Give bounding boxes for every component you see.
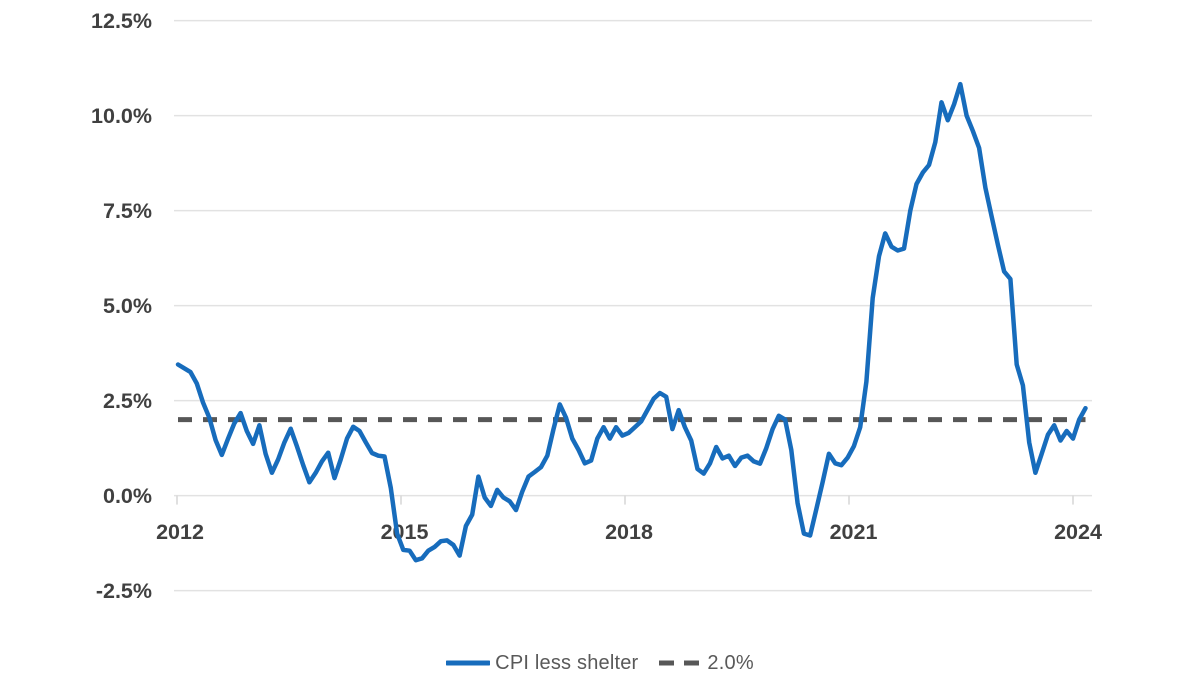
- legend-item-cpi-less-shelter: CPI less shelter: [446, 652, 638, 675]
- cpi-less-shelter-series-line: [175, 81, 1088, 563]
- legend-label-cpi-less-shelter: CPI less shelter: [495, 651, 639, 674]
- chart-legend: CPI less shelter 2.0%: [0, 646, 1200, 680]
- y-axis-tick-label: 5.0%: [103, 294, 152, 318]
- x-axis-tick-label: 2018: [605, 520, 653, 544]
- y-axis-tick-label: -2.5%: [96, 579, 152, 603]
- legend-label-reference-line: 2.0%: [707, 651, 754, 674]
- x-axis-tick-label: 2021: [830, 520, 878, 544]
- legend-item-reference-line: 2.0%: [658, 651, 754, 675]
- x-axis-tick-label: 2012: [156, 520, 204, 544]
- line-series-swatch-icon: [446, 660, 491, 666]
- x-axis-tick-label: 2015: [381, 520, 429, 544]
- y-axis-tick-label: 2.5%: [103, 389, 152, 413]
- y-axis-tick-label: 10.0%: [91, 104, 152, 128]
- dashed-line-swatch-icon: [659, 660, 702, 666]
- y-axis-tick-label: 0.0%: [103, 484, 152, 508]
- y-axis-tick-label: 12.5%: [91, 9, 152, 33]
- y-axis-tick-label: 7.5%: [103, 199, 152, 223]
- x-axis-tick-label: 2024: [1054, 520, 1102, 544]
